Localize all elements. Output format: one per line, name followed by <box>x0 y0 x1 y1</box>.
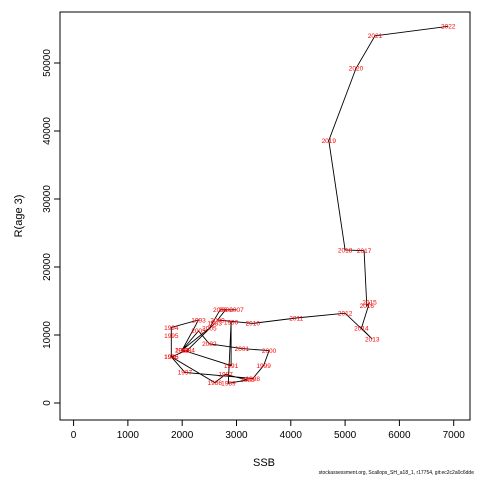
point-label: 2009 <box>210 317 225 324</box>
point-label: 1991 <box>224 363 239 370</box>
point-label: 2021 <box>368 33 383 40</box>
series-line <box>170 25 449 384</box>
y-tick-label: 10000 <box>42 321 53 349</box>
point-label: 2015 <box>362 300 377 307</box>
point-label: 1987 <box>218 372 233 379</box>
point-label: 2020 <box>349 66 364 73</box>
point-label: 1995 <box>164 333 179 340</box>
point-label: 1988 <box>240 377 255 384</box>
x-tick-label: 6000 <box>388 430 411 441</box>
point-label: 2007 <box>229 307 244 314</box>
x-tick-label: 1000 <box>117 430 140 441</box>
point-label: 1985 <box>164 354 179 361</box>
point-label: 2018 <box>338 247 353 254</box>
caption: stockassessment.org, Scallops_SH_a18_1, … <box>318 470 474 476</box>
point-label: 2012 <box>338 311 353 318</box>
chart-axes: 0 1000 2000 3000 4000 5000 6000 7000 0 10000 20000… <box>42 11 471 441</box>
point-labels: 1983198419851986198719881989199019911992… <box>164 24 456 388</box>
point-label: 2003 <box>191 328 206 335</box>
x-tick-label: 0 <box>71 430 77 441</box>
x-tick-label: 5000 <box>334 430 357 441</box>
x-tick-label: 2000 <box>171 430 194 441</box>
point-label: 2002 <box>202 341 217 348</box>
point-label: 2000 <box>262 348 277 355</box>
x-tick-label: 3000 <box>225 430 248 441</box>
point-label: 1998 <box>246 376 261 383</box>
point-label: 1989 <box>221 381 236 388</box>
y-tick-label: 20000 <box>42 253 53 281</box>
point-label: 2010 <box>246 321 261 328</box>
point-label: 2013 <box>365 336 380 343</box>
point-label: 2011 <box>289 315 303 322</box>
y-tick-label: 40000 <box>42 117 53 145</box>
x-axis-title: SSB <box>253 457 275 469</box>
point-label: 2022 <box>441 24 456 31</box>
x-tick-label: 7000 <box>443 430 466 441</box>
x-tick-label: 4000 <box>280 430 303 441</box>
point-label: 1984 <box>180 347 195 354</box>
point-label: 2008 <box>218 307 233 314</box>
point-label: 2004 <box>175 347 190 354</box>
y-tick-label: 50000 <box>42 49 53 77</box>
point-label: 1993 <box>191 317 206 324</box>
point-label: 1996 <box>164 354 179 361</box>
point-label: 2016 <box>360 303 375 310</box>
point-label: 1994 <box>164 325 179 332</box>
point-label: 1990 <box>224 319 239 326</box>
point-label: 1986 <box>208 380 223 387</box>
point-label: 1992 <box>175 347 190 354</box>
point-label: 2001 <box>235 346 250 353</box>
point-label: 1983 <box>208 321 223 328</box>
y-tick-label: 30000 <box>42 185 53 213</box>
point-label: 2014 <box>354 326 369 333</box>
point-label: 2006 <box>213 307 228 314</box>
plot-frame <box>59 11 471 421</box>
point-label: 2017 <box>357 248 372 255</box>
point-label: 1999 <box>256 363 271 370</box>
series-curve <box>170 25 449 384</box>
point-label: 2005 <box>202 326 217 333</box>
point-label: 2019 <box>322 138 337 145</box>
point-label: 1997 <box>178 370 193 377</box>
y-axis-title: R(age 3) <box>13 195 25 238</box>
y-tick-label: 0 <box>42 400 53 406</box>
